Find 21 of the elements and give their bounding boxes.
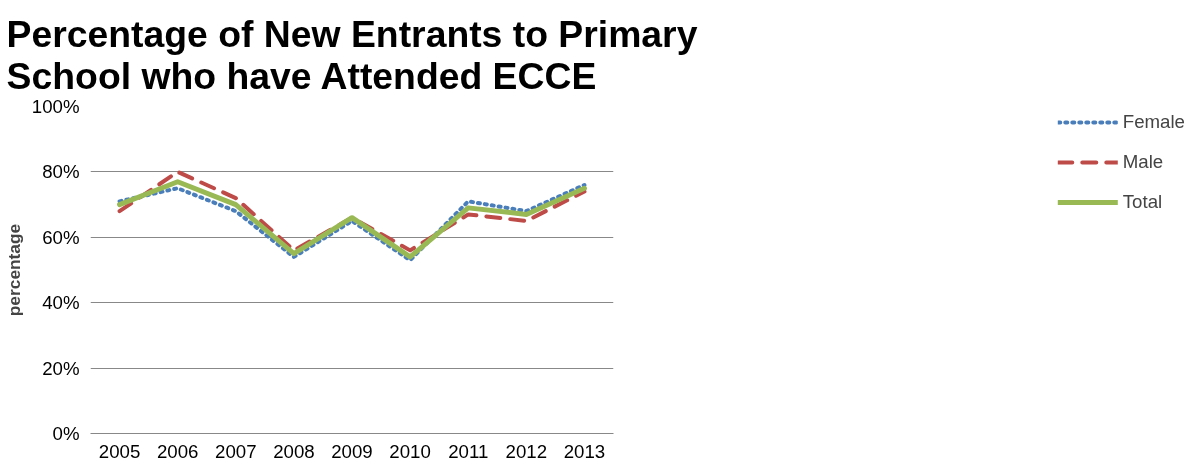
y-tick-label: 20% <box>42 357 80 379</box>
legend-label: Total <box>1122 191 1163 213</box>
y-tick-label: 40% <box>42 292 80 314</box>
y-tick-label: 0% <box>52 423 80 444</box>
chart-title: Percentage of New Entrants to Primary School who have Attended ECCE <box>6 12 698 97</box>
x-tick-label: 2012 <box>505 440 548 462</box>
line-series <box>117 169 587 253</box>
y-tick-label: 100% <box>31 96 80 117</box>
legend-label: Female <box>1122 111 1185 133</box>
y-tick-label: 60% <box>42 226 80 248</box>
x-tick-label: 2005 <box>98 440 141 462</box>
y-tick-label: 80% <box>42 161 80 183</box>
y-axis-title: percentage <box>3 223 24 317</box>
x-tick-label: 2011 <box>448 440 489 462</box>
x-tick-label: 2006 <box>156 440 199 462</box>
x-tick-label: 2009 <box>331 440 373 462</box>
x-tick-label: 2010 <box>389 440 431 462</box>
x-tick-label: 2013 <box>563 440 606 462</box>
legend-label: Male <box>1122 151 1164 173</box>
x-tick-label: 2007 <box>215 440 257 462</box>
x-tick-label: 2008 <box>273 440 315 462</box>
